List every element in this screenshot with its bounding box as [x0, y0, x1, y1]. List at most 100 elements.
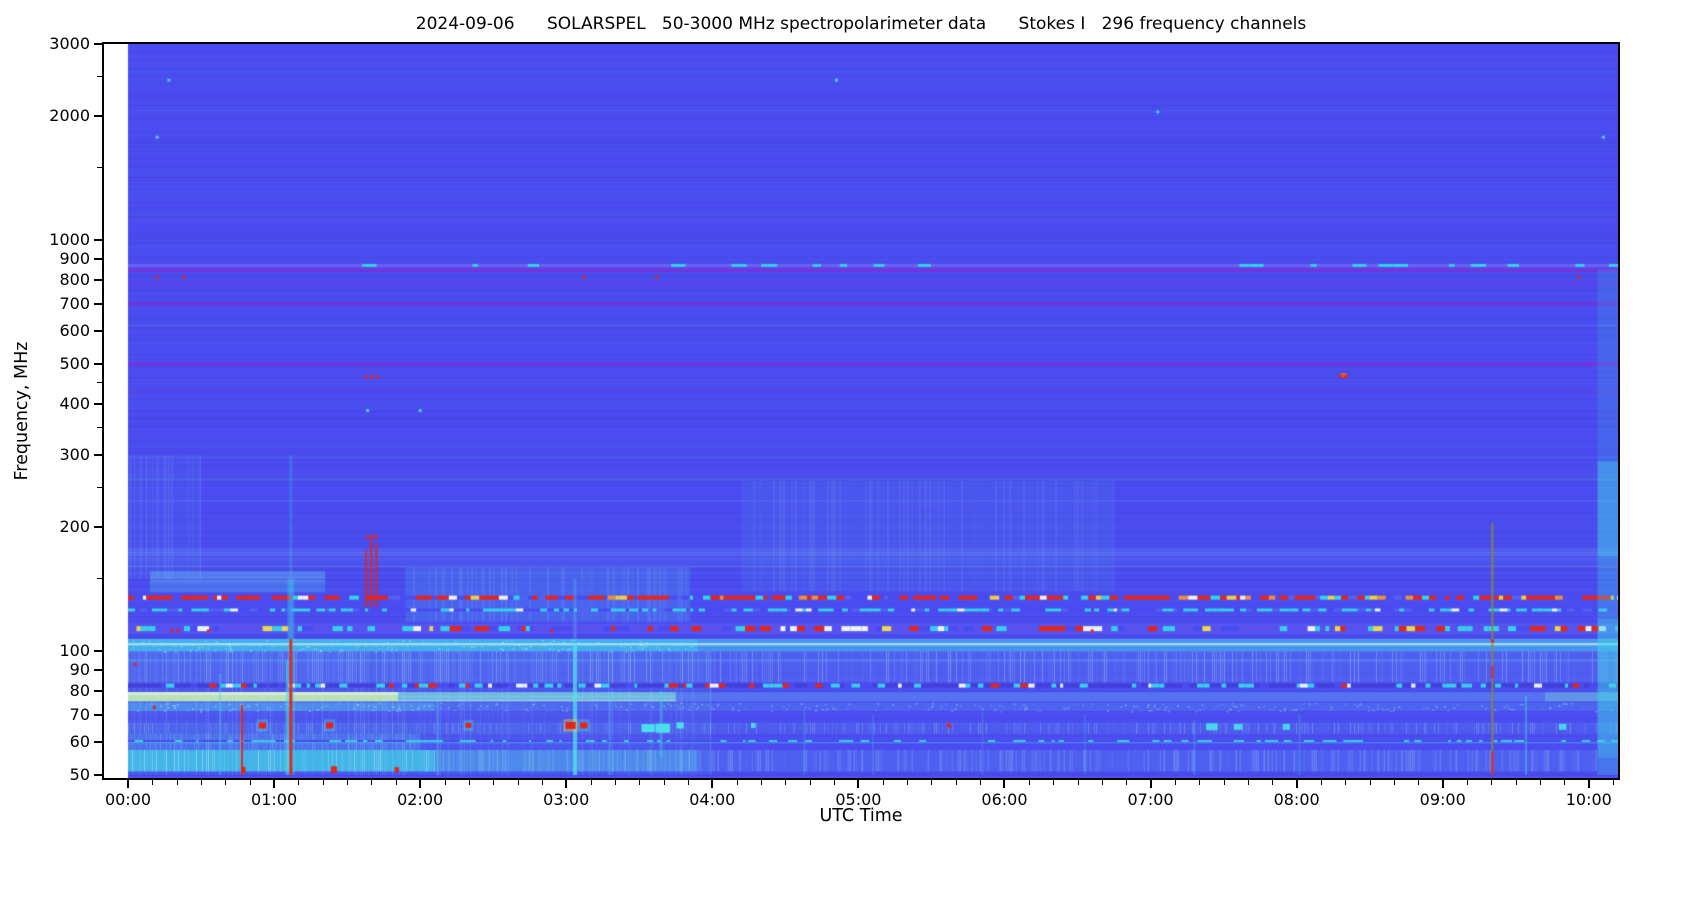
x-minor-tick: [1418, 780, 1420, 785]
x-tick: [1295, 780, 1298, 788]
x-minor-tick: [907, 780, 909, 785]
x-minor-tick: [931, 780, 933, 785]
x-minor-tick: [493, 780, 495, 785]
x-tick: [1441, 780, 1444, 788]
x-tick: [857, 780, 860, 788]
y-tick-label: 3000: [49, 34, 90, 53]
x-tick-label: 01:00: [251, 790, 298, 809]
x-minor-tick: [395, 780, 397, 785]
x-minor-tick: [1199, 780, 1201, 785]
y-tick: [94, 690, 102, 693]
y-tick: [94, 257, 102, 260]
x-minor-tick: [736, 780, 738, 785]
x-axis-label: UTC Time: [819, 806, 903, 826]
x-minor-tick: [541, 780, 543, 785]
x-minor-tick: [639, 780, 641, 785]
y-minor-tick: [97, 578, 102, 580]
x-minor-tick: [1394, 780, 1395, 785]
chart-title: 2024-09-06 SOLARSPEL 50-3000 MHz spectro…: [415, 14, 1307, 34]
x-minor-tick: [834, 780, 836, 785]
x-minor-tick: [1053, 780, 1055, 785]
spectrogram-heatmap: [104, 44, 1618, 778]
x-minor-tick: [201, 780, 203, 785]
x-minor-tick: [1174, 780, 1176, 785]
x-minor-tick: [1564, 780, 1566, 785]
x-minor-tick: [249, 780, 251, 785]
x-tick: [273, 780, 276, 788]
x-minor-tick: [687, 780, 689, 785]
y-tick: [94, 454, 102, 457]
x-minor-tick: [1247, 780, 1249, 785]
x-minor-tick: [1028, 780, 1030, 785]
x-tick: [1587, 780, 1590, 788]
x-minor-tick: [1613, 780, 1615, 785]
y-tick: [94, 115, 102, 118]
x-minor-tick: [882, 780, 884, 785]
y-tick-label: 80: [69, 681, 90, 701]
y-tick-label: 500: [59, 353, 90, 373]
x-minor-tick: [298, 780, 300, 785]
x-tick: [127, 780, 129, 788]
y-tick: [94, 239, 102, 242]
x-minor-tick: [1320, 780, 1322, 785]
x-minor-tick: [955, 780, 957, 785]
x-tick-label: 05:00: [835, 790, 882, 809]
y-tick-label: 100: [59, 641, 90, 661]
x-tick: [419, 780, 422, 788]
x-minor-tick: [1077, 780, 1079, 785]
x-tick-label: 10:00: [1565, 790, 1612, 809]
y-tick: [94, 526, 102, 529]
x-minor-tick: [1101, 780, 1103, 785]
x-tick: [565, 780, 568, 788]
y-tick-label: 70: [69, 704, 90, 724]
y-tick: [94, 650, 102, 653]
x-minor-tick: [614, 780, 616, 785]
x-minor-tick: [371, 780, 373, 785]
x-minor-tick: [809, 780, 811, 785]
y-tick: [94, 330, 102, 333]
x-tick-label: 04:00: [689, 790, 736, 809]
x-tick-label: 08:00: [1273, 790, 1320, 809]
y-tick-label: 400: [59, 393, 90, 413]
x-minor-tick: [980, 780, 982, 785]
x-minor-tick: [517, 780, 519, 785]
x-tick-label: 07:00: [1127, 790, 1174, 809]
plot-area: [102, 42, 1620, 780]
x-minor-tick: [1345, 780, 1347, 785]
y-tick-label: 90: [69, 660, 90, 680]
x-minor-tick: [347, 780, 349, 785]
y-minor-tick: [97, 167, 102, 169]
y-tick: [94, 278, 102, 281]
y-tick-label: 800: [59, 269, 90, 289]
x-tick-label: 02:00: [397, 790, 444, 809]
y-tick-label: 900: [59, 248, 90, 268]
y-minor-tick: [97, 382, 102, 384]
x-minor-tick: [785, 780, 787, 785]
x-tick-label: 06:00: [981, 790, 1028, 809]
y-tick-label: 700: [59, 293, 90, 313]
x-tick: [711, 780, 714, 788]
y-tick: [94, 669, 102, 672]
y-tick-label: 600: [59, 321, 90, 341]
x-tick-label: 09:00: [1419, 790, 1466, 809]
y-tick: [94, 741, 102, 744]
y-tick-label: 60: [69, 732, 90, 752]
x-minor-tick: [1369, 780, 1371, 785]
x-minor-tick: [1126, 780, 1128, 785]
x-minor-tick: [152, 780, 154, 785]
y-tick: [94, 302, 102, 305]
x-minor-tick: [468, 780, 470, 785]
y-tick: [94, 43, 102, 45]
x-minor-tick: [1467, 780, 1469, 785]
x-minor-tick: [1272, 780, 1274, 785]
x-tick-label: 03:00: [543, 790, 590, 809]
x-minor-tick: [176, 780, 178, 785]
x-minor-tick: [1540, 780, 1542, 785]
y-tick: [94, 402, 102, 405]
x-minor-tick: [1223, 780, 1225, 785]
x-tick: [1149, 780, 1152, 788]
y-tick: [94, 774, 102, 776]
y-tick-label: 300: [59, 445, 90, 465]
x-tick: [1003, 780, 1006, 788]
x-tick-label: 00:00: [104, 790, 152, 809]
